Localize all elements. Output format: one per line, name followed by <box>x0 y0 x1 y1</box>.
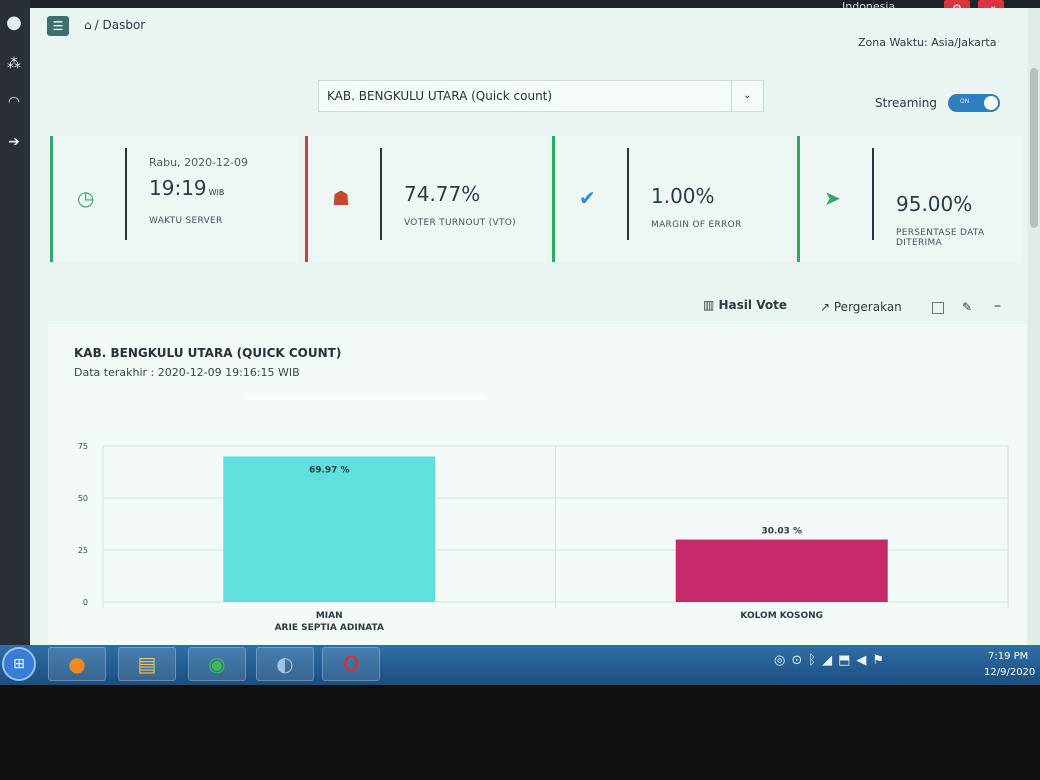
screen-bezel <box>0 685 1040 780</box>
file-explorer-icon: ▤ <box>137 652 157 676</box>
opera-icon: O <box>343 652 359 676</box>
server-date: Rabu, 2020-12-09 <box>149 156 249 169</box>
expand-button[interactable] <box>932 302 944 314</box>
streaming-toggle[interactable]: ON <box>948 94 1000 112</box>
network-tray-icon[interactable]: ◢ <box>822 653 839 668</box>
clock-icon: ◷ <box>77 186 95 210</box>
windows-icon: ⊞ <box>13 656 25 672</box>
pergerakan-label: Pergerakan <box>833 300 902 314</box>
y-tick-label: 0 <box>83 598 88 607</box>
streaming-label: Streaming <box>875 96 937 110</box>
send-icon: ➤ <box>824 186 841 210</box>
y-tick-label: 50 <box>78 494 88 503</box>
taskbar-opera[interactable]: O <box>322 647 380 681</box>
voter-turnout-label: VOTER TURNOUT (VTO) <box>404 218 516 228</box>
line-chart-icon: ↗ <box>820 300 834 314</box>
taskbar-firefox[interactable]: ● <box>48 647 106 681</box>
arrow-right-icon[interactable]: ➔ <box>8 134 20 150</box>
main-content: ☰ ⌂ / Dasbor Zona Waktu: Asia/Jakarta KAB… <box>30 8 1028 648</box>
pergerakan-tab[interactable]: ↗ Pergerakan <box>820 300 902 314</box>
server-time: 19:19 WIB <box>149 176 224 200</box>
start-button[interactable]: ⊞ <box>2 647 36 681</box>
network-icon[interactable]: ⁂ <box>7 56 21 72</box>
scrollbar[interactable] <box>1028 8 1040 648</box>
usb-icon[interactable]: ⬒ <box>838 653 857 668</box>
data-received-card: ➤ 95.00% PERSENTASE DATA DITERIMA <box>797 136 1023 262</box>
bar <box>675 539 888 602</box>
data-received-label: PERSENTASE DATA DITERIMA <box>896 228 985 248</box>
wifi-icon[interactable]: ◠ <box>7 94 21 110</box>
taskbar-search-app[interactable]: ◐ <box>256 647 314 681</box>
voter-turnout-value: 74.77% <box>404 182 481 206</box>
card-divider <box>872 148 874 240</box>
margin-of-error-value: 1.00% <box>651 184 715 208</box>
volume-icon[interactable]: ◀ <box>856 653 873 668</box>
taskbar-chrome[interactable]: ◉ <box>188 647 246 681</box>
data-label: 69.97 % <box>309 465 350 475</box>
server-time-card: ◷ Rabu, 2020-12-09 19:19 WIB WAKTU SERVER <box>50 136 298 262</box>
streaming-toggle-text: ON <box>960 98 970 105</box>
server-time-value: 19:19 <box>149 176 207 200</box>
search-app-icon: ◐ <box>276 652 294 676</box>
chart-title: KAB. BENGKULU UTARA (QUICK COUNT) <box>74 346 342 360</box>
chrome-icon: ◉ <box>208 652 226 676</box>
card-divider <box>627 148 629 240</box>
taskbar-explorer[interactable]: ▤ <box>118 647 176 681</box>
firefox-icon: ● <box>68 652 86 676</box>
loading-bar <box>246 396 486 400</box>
data-label: 30.03 % <box>761 527 802 537</box>
hasil-vote-tab[interactable]: ▥ Hasil Vote <box>703 298 787 312</box>
server-time-label: WAKTU SERVER <box>149 216 223 226</box>
breadcrumb-text[interactable]: / Dasbor <box>94 18 146 32</box>
bluetooth-icon[interactable]: ᛒ <box>808 653 823 668</box>
chart-subtitle: Data terakhir : 2020-12-09 19:16:15 WIB <box>74 366 300 379</box>
chart-panel: KAB. BENGKULU UTARA (QUICK COUNT) Data t… <box>48 324 1026 646</box>
x-tick-label: MIAN <box>316 611 343 621</box>
sidebar: ● ⁂ ◠ ➔ <box>0 0 30 645</box>
region-select[interactable]: KAB. BENGKULU UTARA (Quick count) ⌄ <box>318 80 764 112</box>
x-tick-label: KOLOM KOSONG <box>740 611 823 621</box>
voter-turnout-card: ☗ 74.77% VOTER TURNOUT (VTO) <box>305 136 547 262</box>
region-select-value: KAB. BENGKULU UTARA (Quick count) <box>327 89 553 103</box>
margin-of-error-card: ✔ 1.00% MARGIN OF ERROR <box>552 136 792 262</box>
y-tick-label: 75 <box>78 442 88 451</box>
taskbar: ⊞ ● ▤ ◉ ◐ O ◎⊙ᛒ◢⬒◀⚑ 7:19 PM 12/9/2020 <box>0 645 1040 685</box>
bar-chart-icon: ▥ <box>703 298 719 312</box>
scrollbar-thumb[interactable] <box>1030 68 1038 228</box>
bar-chart: 0 25 50 75 69.97 % MIAN ARIE SEPTIA ADINATA 30.… <box>78 442 1009 633</box>
toggle-knob <box>984 96 998 110</box>
clock-date[interactable]: 12/9/2020 <box>984 667 1036 678</box>
minimize-icon[interactable]: – <box>994 298 1001 314</box>
tray-icon[interactable]: ⊙ <box>791 653 809 668</box>
card-divider <box>380 148 382 240</box>
breadcrumb: ⌂ / Dasbor <box>84 18 145 32</box>
timezone-label: Zona Waktu: Asia/Jakarta <box>858 36 997 49</box>
menu-toggle-button[interactable]: ☰ <box>47 16 69 36</box>
check-circle-icon: ✔ <box>579 186 596 210</box>
server-time-unit: WIB <box>208 188 225 197</box>
system-tray[interactable]: ◎⊙ᛒ◢⬒◀⚑ <box>774 653 890 668</box>
flag-icon[interactable]: ⚑ <box>872 653 891 668</box>
avatar-icon[interactable]: ● <box>6 12 22 33</box>
bar <box>223 456 436 602</box>
data-received-value: 95.00% <box>896 192 973 216</box>
app-tray-icon[interactable]: ◎ <box>774 653 792 668</box>
x-tick-label: ARIE SEPTIA ADINATA <box>275 623 384 633</box>
card-divider <box>125 148 127 240</box>
edit-icon[interactable]: ✎ <box>962 300 973 314</box>
clock-time[interactable]: 7:19 PM <box>988 651 1029 662</box>
y-tick-label: 25 <box>78 546 88 555</box>
users-icon: ☗ <box>332 186 350 210</box>
margin-of-error-label: MARGIN OF ERROR <box>651 220 742 230</box>
menu-icon: ☰ <box>52 19 64 33</box>
chevron-down-icon[interactable]: ⌄ <box>731 81 763 111</box>
hasil-vote-label: Hasil Vote <box>718 298 787 312</box>
home-icon[interactable]: ⌂ <box>84 18 92 32</box>
